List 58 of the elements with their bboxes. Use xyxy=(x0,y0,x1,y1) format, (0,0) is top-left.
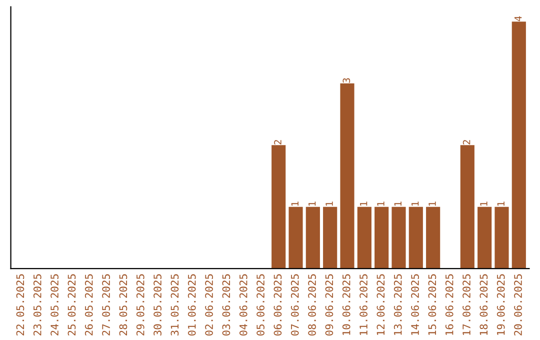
data-label: 2 xyxy=(274,140,282,144)
data-label: 4 xyxy=(514,16,522,22)
bar xyxy=(392,206,406,269)
x-tick-label: 10.06.2025 xyxy=(342,274,350,335)
bar xyxy=(478,206,492,269)
data-label: 2 xyxy=(462,140,470,144)
data-label: 1 xyxy=(412,202,419,206)
x-tick-label: 18.06.2025 xyxy=(480,274,488,335)
bar xyxy=(357,206,372,269)
bar xyxy=(288,206,303,269)
x-tick-label: 13.06.2025 xyxy=(394,274,402,335)
data-label: 1 xyxy=(497,202,504,206)
x-tick-label: 15.06.2025 xyxy=(428,274,436,335)
x-tick-label: 26.05.2025 xyxy=(84,274,93,336)
bar xyxy=(340,83,354,269)
x-tick-label: 24.05.2025 xyxy=(50,274,58,336)
x-tick-label: 19.06.2025 xyxy=(496,274,505,335)
x-tick-label: 29.05.2025 xyxy=(136,274,144,336)
x-tick-label: 09.06.2025 xyxy=(325,274,334,336)
bar xyxy=(460,145,474,269)
x-tick-label: 12.06.2025 xyxy=(376,274,385,335)
bar xyxy=(426,206,440,269)
data-label: 1 xyxy=(428,202,436,206)
data-label: 1 xyxy=(291,202,298,206)
bar xyxy=(323,206,338,269)
x-tick-label: 31.05.2025 xyxy=(170,274,179,336)
data-label: 1 xyxy=(394,202,402,206)
data-label: 1 xyxy=(360,202,368,206)
x-tick-label: 04.06.2025 xyxy=(239,274,248,336)
data-label: 1 xyxy=(326,202,333,206)
x-tick-label: 25.05.2025 xyxy=(68,274,76,336)
x-tick-label: 02.06.2025 xyxy=(205,274,213,336)
x-tick-label: 17.06.2025 xyxy=(462,274,470,335)
x-tick-label: 11.06.2025 xyxy=(360,274,368,335)
bar xyxy=(374,206,389,269)
data-label: 1 xyxy=(377,202,384,206)
bar xyxy=(494,206,509,269)
bar xyxy=(512,22,526,269)
bar xyxy=(408,206,423,269)
x-tick-label: 27.05.2025 xyxy=(102,274,110,336)
bar xyxy=(272,145,286,269)
x-tick-label: 14.06.2025 xyxy=(411,274,419,335)
data-label: 1 xyxy=(480,202,488,206)
x-tick-label: 28.05.2025 xyxy=(119,274,128,336)
x-tick-label: 01.06.2025 xyxy=(188,274,196,336)
x-tick-label: 07.06.2025 xyxy=(290,274,299,336)
bar xyxy=(306,206,320,269)
x-tick-label: 16.06.2025 xyxy=(445,274,454,335)
x-tick-label: 05.06.2025 xyxy=(256,274,264,336)
x-tick-label: 22.05.2025 xyxy=(16,274,24,336)
x-tick-label: 06.06.2025 xyxy=(274,274,282,336)
x-tick-label: 20.06.2025 xyxy=(514,274,522,336)
data-label: 3 xyxy=(342,78,350,83)
x-tick-label: 03.06.2025 xyxy=(222,274,230,336)
x-tick-label: 23.05.2025 xyxy=(33,274,42,336)
x-tick-label: 30.05.2025 xyxy=(154,274,162,336)
data-label: 1 xyxy=(308,202,316,206)
x-tick-label: 08.06.2025 xyxy=(308,274,316,336)
